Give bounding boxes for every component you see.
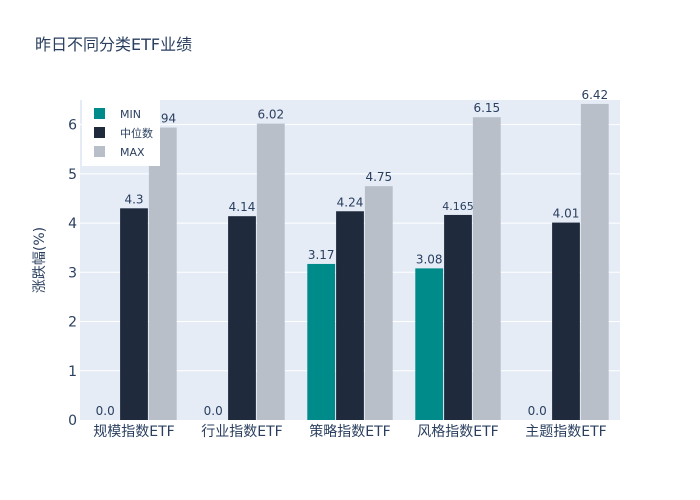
data-label: 6.42 [581, 88, 608, 102]
bar-median [552, 222, 580, 420]
x-tick-label: 规模指数ETF [93, 424, 174, 440]
bar-min [415, 268, 444, 420]
y-tick-label: 6 [68, 118, 77, 134]
data-label: 4.14 [229, 200, 256, 214]
legend-swatch [94, 127, 105, 138]
y-axis-ticks: 0 1 2 3 4 5 6 [68, 118, 77, 429]
data-label: 3.17 [308, 248, 335, 262]
data-label: 4.01 [553, 207, 580, 221]
legend-swatch [94, 146, 105, 157]
legend-label: MAX [120, 146, 145, 159]
data-label: 0.0 [96, 404, 115, 418]
legend-swatch [94, 108, 105, 119]
y-axis-label: 涨跌幅(%) [32, 227, 48, 293]
x-tick-label: 策略指数ETF [309, 423, 390, 440]
bars [120, 103, 609, 421]
y-tick-label: 3 [68, 265, 77, 281]
legend-label: 中位数 [120, 126, 153, 140]
y-tick-label: 0 [68, 413, 77, 429]
bar-median [444, 214, 472, 420]
bar-median [228, 216, 256, 420]
x-tick-label: 主题指数ETF [525, 424, 606, 440]
y-tick-label: 5 [68, 167, 77, 183]
y-tick-label: 2 [68, 315, 77, 331]
x-tick-label: 风格指数ETF [417, 424, 498, 440]
y-tick-label: 4 [68, 216, 77, 232]
chart-title: 昨日不同分类ETF业绩 [35, 35, 192, 54]
bar-max [148, 127, 177, 421]
data-label: 3.08 [416, 252, 443, 266]
data-label: 6.15 [473, 101, 500, 115]
bar-max [364, 186, 393, 420]
data-label: 4.24 [337, 195, 364, 209]
data-label: 0.0 [528, 404, 547, 418]
bar-median [336, 211, 364, 420]
data-label: 4.75 [365, 170, 392, 184]
bar-min [307, 263, 336, 420]
x-axis-ticks: 规模指数ETF 行业指数ETF 策略指数ETF 风格指数ETF 主题指数ETF [93, 423, 606, 440]
y-tick-label: 1 [68, 364, 77, 380]
legend-label: MIN [120, 108, 141, 121]
bar-median [120, 208, 148, 420]
legend: MIN 中位数 MAX [82, 100, 160, 166]
bar-max [472, 117, 501, 420]
data-label: 0.0 [204, 404, 223, 418]
data-label: 4.165 [442, 200, 474, 213]
data-label: 6.02 [257, 108, 284, 122]
data-label: 4.3 [124, 192, 143, 206]
x-tick-label: 行业指数ETF [201, 424, 282, 440]
bar-max [580, 103, 609, 420]
bar-max [256, 123, 285, 420]
